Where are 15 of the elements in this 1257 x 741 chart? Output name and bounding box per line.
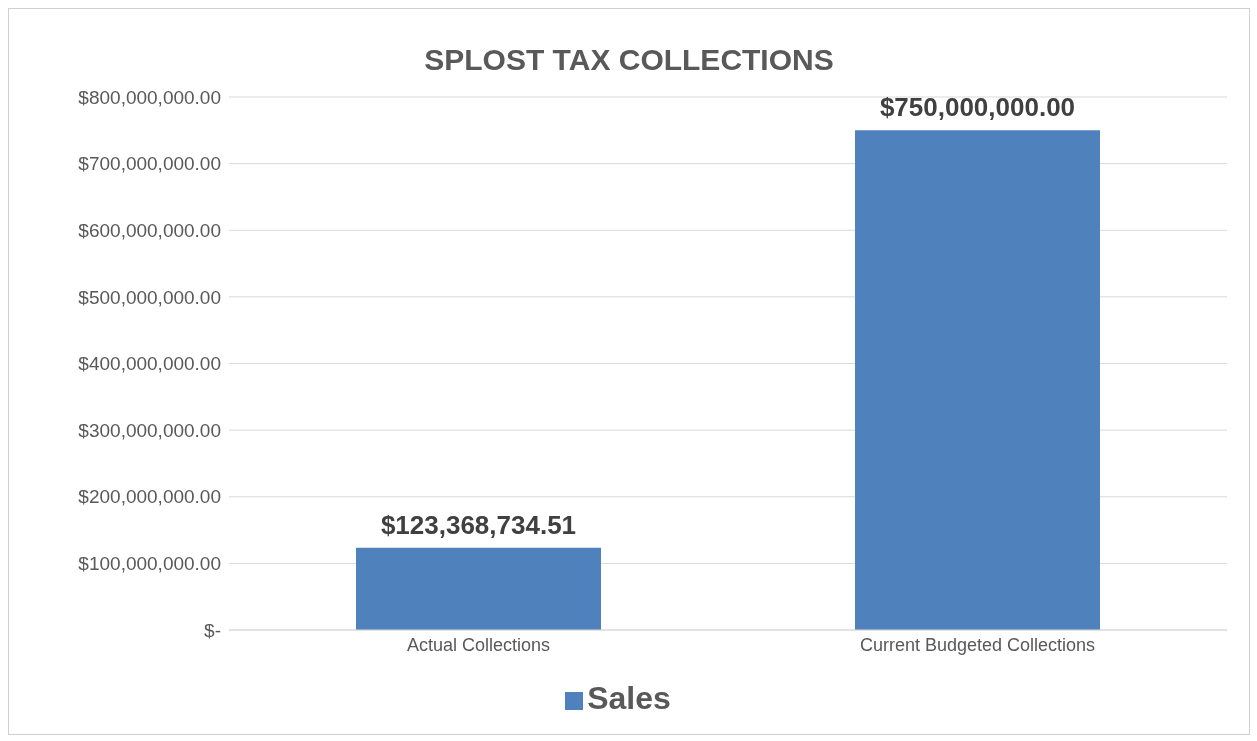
y-tick-label: $300,000,000.00 <box>78 419 221 441</box>
y-tick-label: $- <box>204 619 221 641</box>
y-tick-label: $700,000,000.00 <box>78 153 221 175</box>
legend-label: Sales <box>587 680 671 716</box>
y-tick-label: $400,000,000.00 <box>78 353 221 375</box>
y-tick-label: $500,000,000.00 <box>78 286 221 308</box>
y-tick-label: $200,000,000.00 <box>78 486 221 508</box>
x-tick-label: Actual Collections <box>406 634 551 655</box>
chart-title: SPLOST TAX COLLECTIONS <box>423 43 835 77</box>
y-tick-label: $800,000,000.00 <box>78 86 221 108</box>
y-tick-label: $600,000,000.00 <box>78 219 221 241</box>
x-tick-label: Current Budgeted Collections <box>859 634 1096 655</box>
y-tick-label: $100,000,000.00 <box>78 553 221 575</box>
data-label: $123,368,734.51 <box>380 509 577 540</box>
data-label: $750,000,000.00 <box>879 92 1076 123</box>
